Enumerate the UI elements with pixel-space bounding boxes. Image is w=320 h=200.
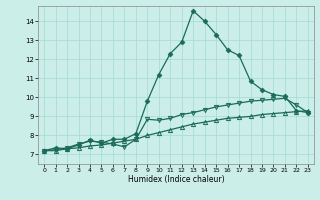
X-axis label: Humidex (Indice chaleur): Humidex (Indice chaleur) <box>128 175 224 184</box>
